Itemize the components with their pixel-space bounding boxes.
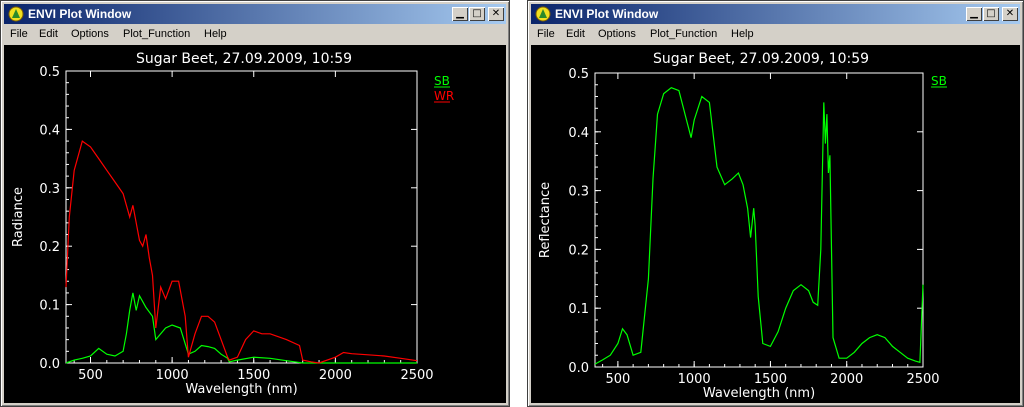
x-tick-label: 2500 (400, 368, 433, 383)
y-tick-label: 0.5 (39, 65, 60, 80)
series-line-sb (594, 87, 924, 365)
y-tick-label: 0.0 (568, 361, 589, 376)
reflectance-chart: Sugar Beet, 27.09.2009, 10:59 SB 0.00.10… (538, 51, 947, 401)
x-tick-label: 2000 (319, 368, 352, 383)
chart-marks: 0.0 0.1 0.2 0.3 0.4 0.5 500 1000 1500 2000 2500 Wav… (538, 67, 940, 401)
x-tick-label: 2000 (830, 372, 863, 387)
plot-frame (594, 72, 924, 368)
plot-title: Sugar Beet, 27.09.2009, 10:59 (653, 51, 869, 67)
menu-file[interactable]: File (10, 28, 28, 40)
legend-sb: SB (931, 74, 947, 88)
legend-sb: SB (434, 74, 450, 88)
menu-options[interactable]: Options (71, 28, 109, 40)
y-tick-label: 0.2 (39, 240, 60, 255)
window-title: ENVI Plot Window (28, 7, 132, 21)
envi-app-icon (535, 6, 551, 22)
menu-file[interactable]: File (537, 28, 555, 40)
plot-window-radiance: ENVI Plot Window ▁ □ ✕ File Edit Options… (0, 0, 510, 407)
y-tick-label: 0.1 (568, 302, 589, 317)
window-title: ENVI Plot Window (555, 7, 659, 21)
x-tick-label: 500 (605, 372, 630, 387)
x-axis-label: Wavelength (nm) (185, 382, 297, 397)
maximize-button[interactable]: □ (469, 7, 485, 21)
menu-edit[interactable]: Edit (39, 28, 58, 40)
close-button[interactable]: ✕ (488, 7, 504, 21)
menu-help[interactable]: Help (204, 28, 227, 40)
y-axis-label: Radiance (11, 187, 26, 247)
x-axis-label: Wavelength (nm) (703, 386, 815, 401)
menu-options[interactable]: Options (598, 28, 636, 40)
x-tick-label: 500 (78, 368, 103, 383)
x-tick-label: 2500 (906, 372, 939, 387)
x-tick-label: 1500 (754, 372, 787, 387)
menu-bar: File Edit Options Plot_Function Help (531, 25, 1020, 45)
y-tick-label: 0.0 (39, 357, 60, 372)
y-tick-label: 0.3 (568, 185, 589, 200)
radiance-chart: Sugar Beet, 27.09.2009, 10:59 SB WR 0.00… (11, 51, 454, 397)
series-line-sb (65, 292, 417, 364)
y-tick-label: 0.1 (39, 299, 60, 314)
x-tick-label: 1000 (678, 372, 711, 387)
title-bar[interactable]: ENVI Plot Window ▁ □ ✕ (531, 4, 1020, 24)
plot-window-reflectance: ENVI Plot Window ▁ □ ✕ File Edit Options… (527, 0, 1024, 407)
plot-area[interactable]: Sugar Beet, 27.09.2009, 10:59 SB 0.0 0.1 0… (531, 45, 1020, 403)
menu-plot-function[interactable]: Plot_Function (123, 28, 191, 40)
y-tick-label: 0.4 (39, 123, 60, 138)
chart-marks: 0.0 0.1 0.2 0.3 0.4 0.5 500 1000 1500 2000 2500 Wav… (11, 65, 434, 397)
title-bar[interactable]: ENVI Plot Window ▁ □ ✕ (4, 4, 506, 24)
maximize-button[interactable]: □ (983, 7, 999, 21)
y-tick-label: 0.5 (568, 67, 589, 82)
x-tick-label: 1500 (237, 368, 270, 383)
minimize-button[interactable]: ▁ (452, 7, 468, 21)
plot-area[interactable]: Sugar Beet, 27.09.2009, 10:59 SB WR 0.0 0… (4, 45, 506, 403)
close-button[interactable]: ✕ (1002, 7, 1018, 21)
y-tick-label: 0.4 (568, 126, 589, 141)
plot-title: Sugar Beet, 27.09.2009, 10:59 (136, 51, 352, 67)
menu-help[interactable]: Help (731, 28, 754, 40)
minimize-button[interactable]: ▁ (966, 7, 982, 21)
plot-frame (65, 70, 418, 364)
series-line-wr (65, 140, 418, 364)
envi-app-icon (8, 6, 24, 22)
menu-plot-function[interactable]: Plot_Function (650, 28, 718, 40)
x-tick-label: 1000 (156, 368, 189, 383)
y-tick-label: 0.3 (39, 182, 60, 197)
y-axis-label: Reflectance (538, 182, 553, 258)
menu-edit[interactable]: Edit (566, 28, 585, 40)
legend-wr: WR (434, 89, 454, 103)
menu-bar: File Edit Options Plot_Function Help (4, 25, 506, 45)
y-tick-label: 0.2 (568, 243, 589, 258)
